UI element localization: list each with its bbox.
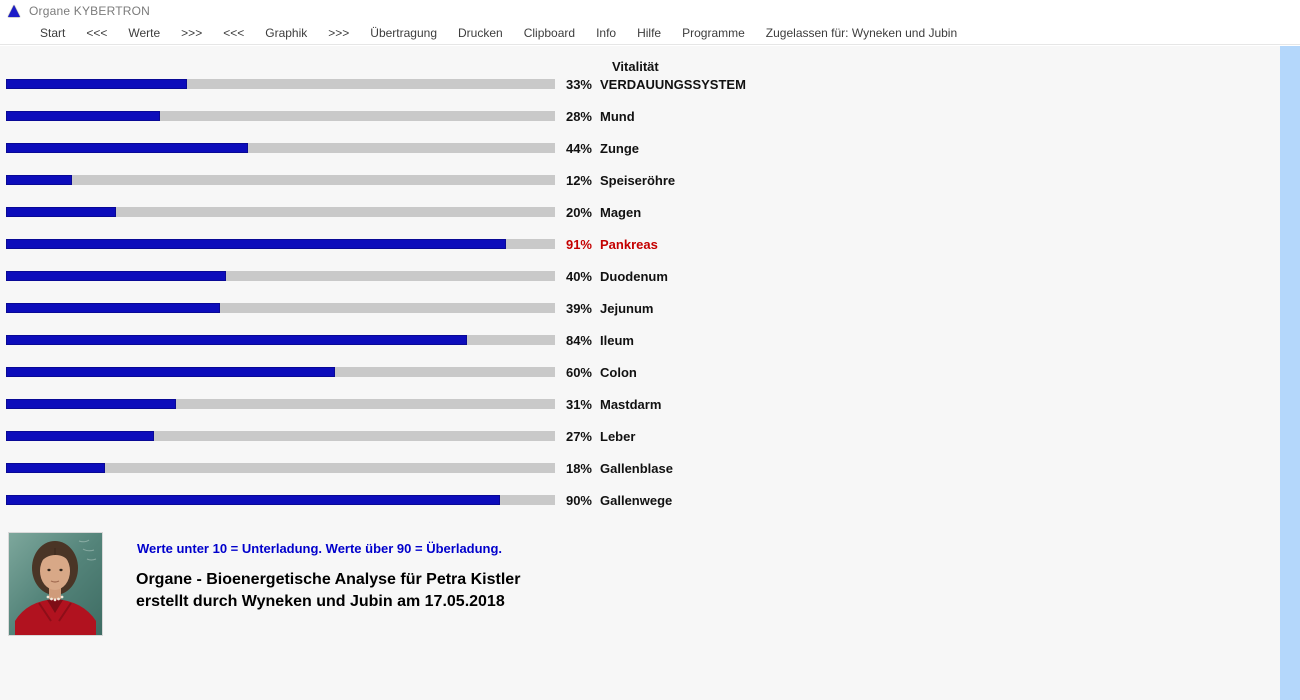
bar-track bbox=[6, 239, 555, 249]
main-area: Vitalität 33% VERDAUUNGSSYSTEM 28% Mund … bbox=[0, 46, 1300, 700]
bar-track bbox=[6, 175, 555, 185]
vitality-bar-chart: 33% VERDAUUNGSSYSTEM 28% Mund 44% Zunge … bbox=[0, 68, 1270, 516]
bar-track bbox=[6, 399, 555, 409]
menu-item-5[interactable]: Graphik bbox=[265, 26, 308, 40]
chart-row: 12% Speiseröhre bbox=[0, 164, 1270, 196]
bar-fill bbox=[6, 335, 468, 345]
bar-label: Duodenum bbox=[600, 268, 668, 284]
bar-label: Mund bbox=[600, 108, 635, 124]
chart-row: 44% Zunge bbox=[0, 132, 1270, 164]
bar-track bbox=[6, 495, 555, 505]
chart-row: 27% Leber bbox=[0, 420, 1270, 452]
chart-row: 84% Ileum bbox=[0, 324, 1270, 356]
chart-row: 40% Duodenum bbox=[0, 260, 1270, 292]
bar-percent: 84% bbox=[565, 332, 592, 348]
chart-row: 33% VERDAUUNGSSYSTEM bbox=[0, 68, 1270, 100]
report-title-line1: Organe - Bioenergetische Analyse für Pet… bbox=[136, 571, 521, 588]
bar-track bbox=[6, 367, 555, 377]
bar-label: Gallenwege bbox=[600, 492, 673, 508]
scrollbar-stripe[interactable] bbox=[1280, 46, 1300, 700]
menu-item-0[interactable]: Start bbox=[40, 26, 66, 40]
bar-label: Ileum bbox=[600, 332, 634, 348]
bar-fill bbox=[6, 175, 72, 185]
bar-track bbox=[6, 303, 555, 313]
bar-fill bbox=[6, 79, 188, 89]
bar-percent: 44% bbox=[565, 140, 592, 156]
chart-row: 28% Mund bbox=[0, 100, 1270, 132]
menu-item-13[interactable]: Zugelassen für: Wyneken und Jubin bbox=[765, 26, 958, 40]
menu-item-11[interactable]: Hilfe bbox=[637, 26, 662, 40]
bar-track bbox=[6, 143, 555, 153]
menu-item-8[interactable]: Drucken bbox=[458, 26, 503, 40]
bar-percent: 18% bbox=[565, 460, 592, 476]
menu-item-1[interactable]: <<< bbox=[86, 26, 108, 40]
bar-percent: 39% bbox=[565, 300, 592, 316]
bar-percent: 90% bbox=[565, 492, 592, 508]
menu-item-3[interactable]: >>> bbox=[181, 26, 203, 40]
chart-row: 18% Gallenblase bbox=[0, 452, 1270, 484]
window-title: Organe KYBERTRON bbox=[29, 4, 151, 18]
app-triangle-icon bbox=[8, 5, 21, 17]
bar-fill bbox=[6, 271, 226, 281]
menu-item-10[interactable]: Info bbox=[596, 26, 617, 40]
bar-label: Jejunum bbox=[600, 300, 654, 316]
bar-label: Magen bbox=[600, 204, 642, 220]
bar-percent: 33% bbox=[565, 76, 592, 92]
chart-row: 60% Colon bbox=[0, 356, 1270, 388]
title-bar: Organe KYBERTRON bbox=[0, 0, 1300, 22]
bar-label: Zunge bbox=[600, 140, 639, 156]
bar-percent: 28% bbox=[565, 108, 592, 124]
bar-percent: 20% bbox=[565, 204, 592, 220]
bar-track bbox=[6, 207, 555, 217]
bar-fill bbox=[6, 143, 248, 153]
bar-fill bbox=[6, 495, 501, 505]
chart-row: 90% Gallenwege bbox=[0, 484, 1270, 516]
threshold-note: Werte unter 10 = Unterladung. Werte über… bbox=[137, 541, 503, 556]
menu-item-7[interactable]: Übertragung bbox=[370, 26, 438, 40]
bar-track bbox=[6, 463, 555, 473]
bar-percent: 27% bbox=[565, 428, 592, 444]
bar-fill bbox=[6, 367, 336, 377]
bar-percent: 60% bbox=[565, 364, 592, 380]
bar-fill bbox=[6, 239, 506, 249]
bar-fill bbox=[6, 399, 177, 409]
bar-fill bbox=[6, 463, 105, 473]
bar-label: Pankreas bbox=[600, 236, 658, 252]
bar-track bbox=[6, 431, 555, 441]
chart-row: 39% Jejunum bbox=[0, 292, 1270, 324]
bar-percent: 12% bbox=[565, 172, 592, 188]
bar-label: VERDAUUNGSSYSTEM bbox=[600, 76, 746, 92]
chart-title: Vitalität bbox=[612, 59, 659, 74]
bar-label: Mastdarm bbox=[600, 396, 662, 412]
menu-bar: Start <<< Werte >>> <<< Graphik >>> Übertragung… bbox=[0, 22, 1300, 45]
bar-percent: 40% bbox=[565, 268, 592, 284]
bar-track bbox=[6, 271, 555, 281]
bar-fill bbox=[6, 303, 221, 313]
bar-label: Colon bbox=[600, 364, 637, 380]
report-title-line2: erstellt durch Wyneken und Jubin am 17.0… bbox=[136, 593, 505, 610]
menu-item-9[interactable]: Clipboard bbox=[523, 26, 576, 40]
chart-row: 91% Pankreas bbox=[0, 228, 1270, 260]
bar-label: Speiseröhre bbox=[600, 172, 676, 188]
bar-fill bbox=[6, 111, 160, 121]
bar-track bbox=[6, 111, 555, 121]
bar-label: Gallenblase bbox=[600, 460, 673, 476]
bar-percent: 91% bbox=[565, 236, 592, 252]
bar-fill bbox=[6, 431, 155, 441]
patient-portrait-photo bbox=[8, 532, 103, 636]
report-title: Organe - Bioenergetische Analyse für Pet… bbox=[136, 569, 520, 613]
bar-track bbox=[6, 335, 555, 345]
menu-item-4[interactable]: <<< bbox=[223, 26, 245, 40]
menu-item-12[interactable]: Programme bbox=[682, 26, 745, 40]
menu-item-2[interactable]: Werte bbox=[128, 26, 161, 40]
bar-percent: 31% bbox=[565, 396, 592, 412]
bar-fill bbox=[6, 207, 116, 217]
bar-track bbox=[6, 79, 555, 89]
chart-row: 20% Magen bbox=[0, 196, 1270, 228]
chart-row: 31% Mastdarm bbox=[0, 388, 1270, 420]
portrait-illustration bbox=[9, 533, 102, 635]
menu-item-6[interactable]: >>> bbox=[328, 26, 350, 40]
bar-label: Leber bbox=[600, 428, 636, 444]
